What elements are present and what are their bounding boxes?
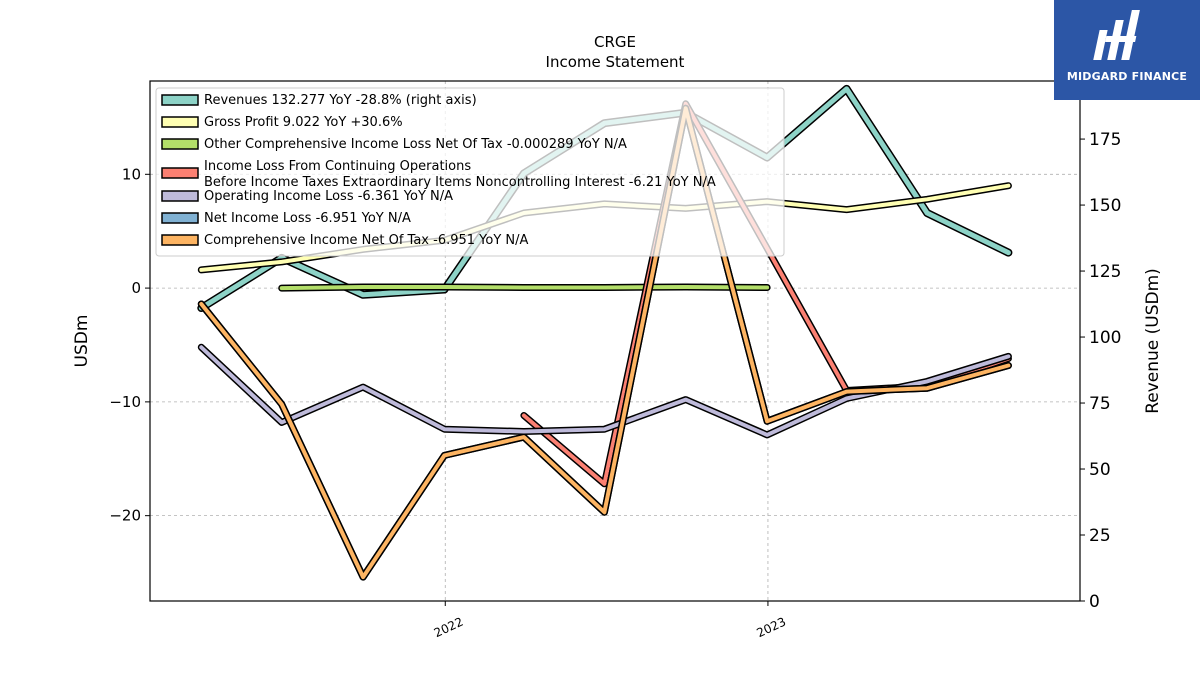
y-right-tick-label: 50 bbox=[1089, 460, 1111, 480]
legend-label: Revenues 132.277 YoY -28.8% (right axis) bbox=[204, 93, 477, 108]
y-right-tick-label: 125 bbox=[1089, 262, 1121, 282]
legend-entry: Net Income Loss -6.951 YoY N/A bbox=[161, 211, 411, 226]
legend-entry: Other Comprehensive Income Loss Net Of T… bbox=[161, 137, 627, 152]
x-tick-label: 2022 bbox=[432, 615, 466, 641]
legend-swatch bbox=[161, 212, 199, 224]
y-right-tick-label: 25 bbox=[1089, 526, 1111, 546]
y-right-tick-label: 0 bbox=[1089, 592, 1100, 612]
legend: Revenues 132.277 YoY -28.8% (right axis)… bbox=[155, 87, 785, 257]
series-line bbox=[278, 283, 771, 292]
brand-logo: MIDGARD FINANCE bbox=[1054, 0, 1200, 100]
legend-swatch bbox=[161, 138, 199, 150]
legend-swatch bbox=[161, 94, 199, 106]
y-tick-label: 10 bbox=[122, 165, 141, 183]
legend-swatch bbox=[161, 167, 199, 179]
legend-label: Gross Profit 9.022 YoY +30.6% bbox=[204, 115, 403, 130]
chart-subtitle: Income Statement bbox=[546, 53, 685, 71]
series-line bbox=[197, 104, 1012, 581]
y-right-tick-label: 100 bbox=[1089, 328, 1121, 348]
legend-label: Income Loss From Continuing Operations Be… bbox=[204, 159, 716, 190]
y-tick-label: −20 bbox=[109, 507, 141, 525]
legend-entry: Operating Income Loss -6.361 YoY N/A bbox=[161, 189, 453, 204]
brand-logo-text: MIDGARD FINANCE bbox=[1066, 70, 1188, 83]
y-axis-label: USDm bbox=[72, 315, 92, 368]
legend-label: Other Comprehensive Income Loss Net Of T… bbox=[204, 137, 627, 152]
x-tick-label: 2023 bbox=[754, 615, 788, 641]
legend-entry: Revenues 132.277 YoY -28.8% (right axis) bbox=[161, 93, 477, 108]
y-right-tick-label: 75 bbox=[1089, 394, 1111, 414]
brand-mark-icon bbox=[1093, 10, 1140, 60]
legend-swatch bbox=[161, 234, 199, 246]
y-tick-label: −10 bbox=[109, 393, 141, 411]
chart-title: CRGE bbox=[594, 33, 636, 51]
y-right-tick-label: 175 bbox=[1089, 130, 1121, 150]
legend-swatch bbox=[161, 190, 199, 202]
legend-entry: Gross Profit 9.022 YoY +30.6% bbox=[161, 115, 403, 130]
y-right-tick-label: 150 bbox=[1089, 196, 1121, 216]
legend-label: Comprehensive Income Net Of Tax -6.951 Y… bbox=[204, 233, 529, 248]
legend-entry: Comprehensive Income Net Of Tax -6.951 Y… bbox=[161, 233, 529, 248]
plot-frame bbox=[149, 80, 1081, 602]
legend-entry: Income Loss From Continuing Operations Be… bbox=[161, 159, 716, 190]
legend-swatch bbox=[161, 116, 199, 128]
legend-label: Operating Income Loss -6.361 YoY N/A bbox=[204, 189, 453, 204]
y-tick-label: 0 bbox=[131, 279, 141, 297]
legend-label: Net Income Loss -6.951 YoY N/A bbox=[204, 211, 411, 226]
legend-box bbox=[155, 87, 785, 257]
y-axis-right-label: Revenue (USDm) bbox=[1143, 268, 1163, 414]
